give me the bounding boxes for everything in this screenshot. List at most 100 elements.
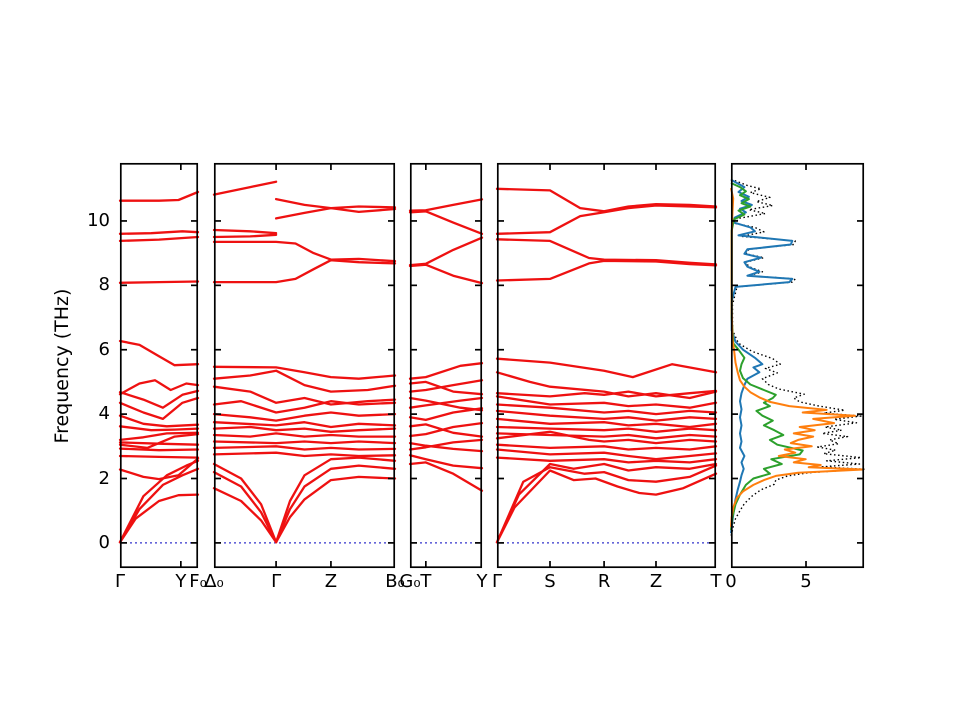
- band-curve: [212, 228, 278, 235]
- band-curve: [212, 456, 397, 544]
- x-tick-label: Z: [324, 571, 338, 592]
- band-curve: [212, 432, 397, 438]
- y-tick-label: 8: [98, 274, 110, 296]
- x-tick-label: Y: [175, 571, 187, 592]
- pdos-green: [730, 182, 804, 531]
- band-panel-2: [212, 162, 397, 569]
- band-curve: [495, 259, 718, 282]
- x-tick-label: T: [420, 571, 432, 592]
- band-curve: [212, 411, 397, 422]
- band-curve: [495, 430, 718, 445]
- band-curve: [274, 205, 397, 220]
- band-curve: [495, 462, 718, 544]
- x-tick-label: Γ: [491, 571, 503, 592]
- x-tick-label: G₀: [399, 571, 421, 592]
- band-curve: [212, 385, 397, 406]
- band-curve: [212, 400, 397, 414]
- band-curve: [118, 190, 200, 202]
- band-curve: [212, 451, 397, 458]
- band-curve: [118, 235, 200, 243]
- band-curve: [495, 403, 718, 416]
- panel-plot: [730, 162, 865, 569]
- y-tick-label: 0: [98, 531, 110, 553]
- x-tick-label: Z: [649, 571, 663, 592]
- panel-plot: [408, 162, 484, 569]
- band-curve: [118, 230, 200, 235]
- band-curve: [212, 240, 397, 263]
- band-curve: [408, 380, 484, 396]
- band-curve: [118, 457, 200, 481]
- x-tick-label: Δ₀: [204, 571, 224, 592]
- x-tick-label: T: [710, 571, 722, 592]
- band-curve: [495, 357, 718, 379]
- x-tick-label: Γ: [271, 571, 282, 592]
- band-curve: [212, 365, 397, 380]
- band-curve: [495, 443, 718, 451]
- band-curve: [408, 441, 484, 453]
- x-tick-label: F₀: [189, 571, 207, 592]
- band-panel-3: [408, 162, 484, 569]
- band-curve: [495, 432, 718, 440]
- band-curve: [212, 421, 397, 429]
- x-tick-label: R: [597, 571, 611, 592]
- y-tick-label: 6: [98, 338, 110, 360]
- band-curve: [118, 280, 200, 284]
- band-curve: [495, 395, 718, 409]
- band-curve: [408, 362, 484, 380]
- x-tick-label: Y: [476, 571, 488, 592]
- band-curve: [495, 409, 718, 422]
- panel-plot: [495, 162, 718, 569]
- band-curve: [118, 414, 200, 428]
- band-curve: [408, 423, 484, 438]
- band-curve: [212, 425, 397, 433]
- band-curve: [408, 454, 484, 470]
- band-curve: [118, 432, 200, 450]
- band-curve: [408, 210, 484, 235]
- band-curve: [118, 447, 200, 452]
- band-curve: [212, 233, 278, 239]
- band-curve: [495, 456, 718, 464]
- band-curve: [274, 197, 397, 214]
- band-curve: [495, 417, 718, 429]
- band-curve: [495, 448, 718, 461]
- band-curve: [212, 259, 397, 284]
- band-curve: [212, 445, 397, 451]
- dos-panel: [730, 162, 865, 569]
- y-tick-label: 10: [87, 209, 110, 231]
- band-curve: [118, 389, 200, 409]
- band-curve: [212, 464, 397, 544]
- band-curve: [495, 187, 718, 213]
- band-curve: [495, 204, 718, 235]
- band-curve: [408, 236, 484, 267]
- pdos-orange: [730, 187, 865, 527]
- panel-plot: [118, 162, 200, 569]
- band-curve: [408, 263, 484, 285]
- band-curve: [118, 425, 200, 432]
- panel-plot: [212, 162, 397, 569]
- band-curve: [408, 438, 484, 451]
- band-curve: [118, 339, 200, 367]
- band-curve: [118, 379, 200, 396]
- x-tick-label: B₀: [385, 571, 405, 592]
- band-curve: [495, 238, 718, 266]
- band-curve: [212, 180, 278, 196]
- band-curve: [408, 461, 484, 492]
- band-curve: [495, 425, 718, 433]
- band-panel-4: [495, 162, 718, 569]
- band-curve: [408, 396, 484, 409]
- band-curve: [408, 379, 484, 393]
- band-panel-1: [118, 162, 200, 569]
- band-curve: [495, 389, 718, 398]
- band-curve: [212, 369, 397, 393]
- band-curve: [212, 475, 397, 544]
- band-curve: [408, 407, 484, 422]
- band-curve: [212, 440, 397, 445]
- band-curve: [495, 469, 718, 544]
- band-curve: [118, 467, 200, 544]
- y-tick-label: 4: [98, 403, 110, 425]
- band-curve: [495, 464, 718, 544]
- band-curve: [118, 454, 200, 459]
- y-tick-label: 2: [98, 467, 110, 489]
- band-curve: [118, 396, 200, 421]
